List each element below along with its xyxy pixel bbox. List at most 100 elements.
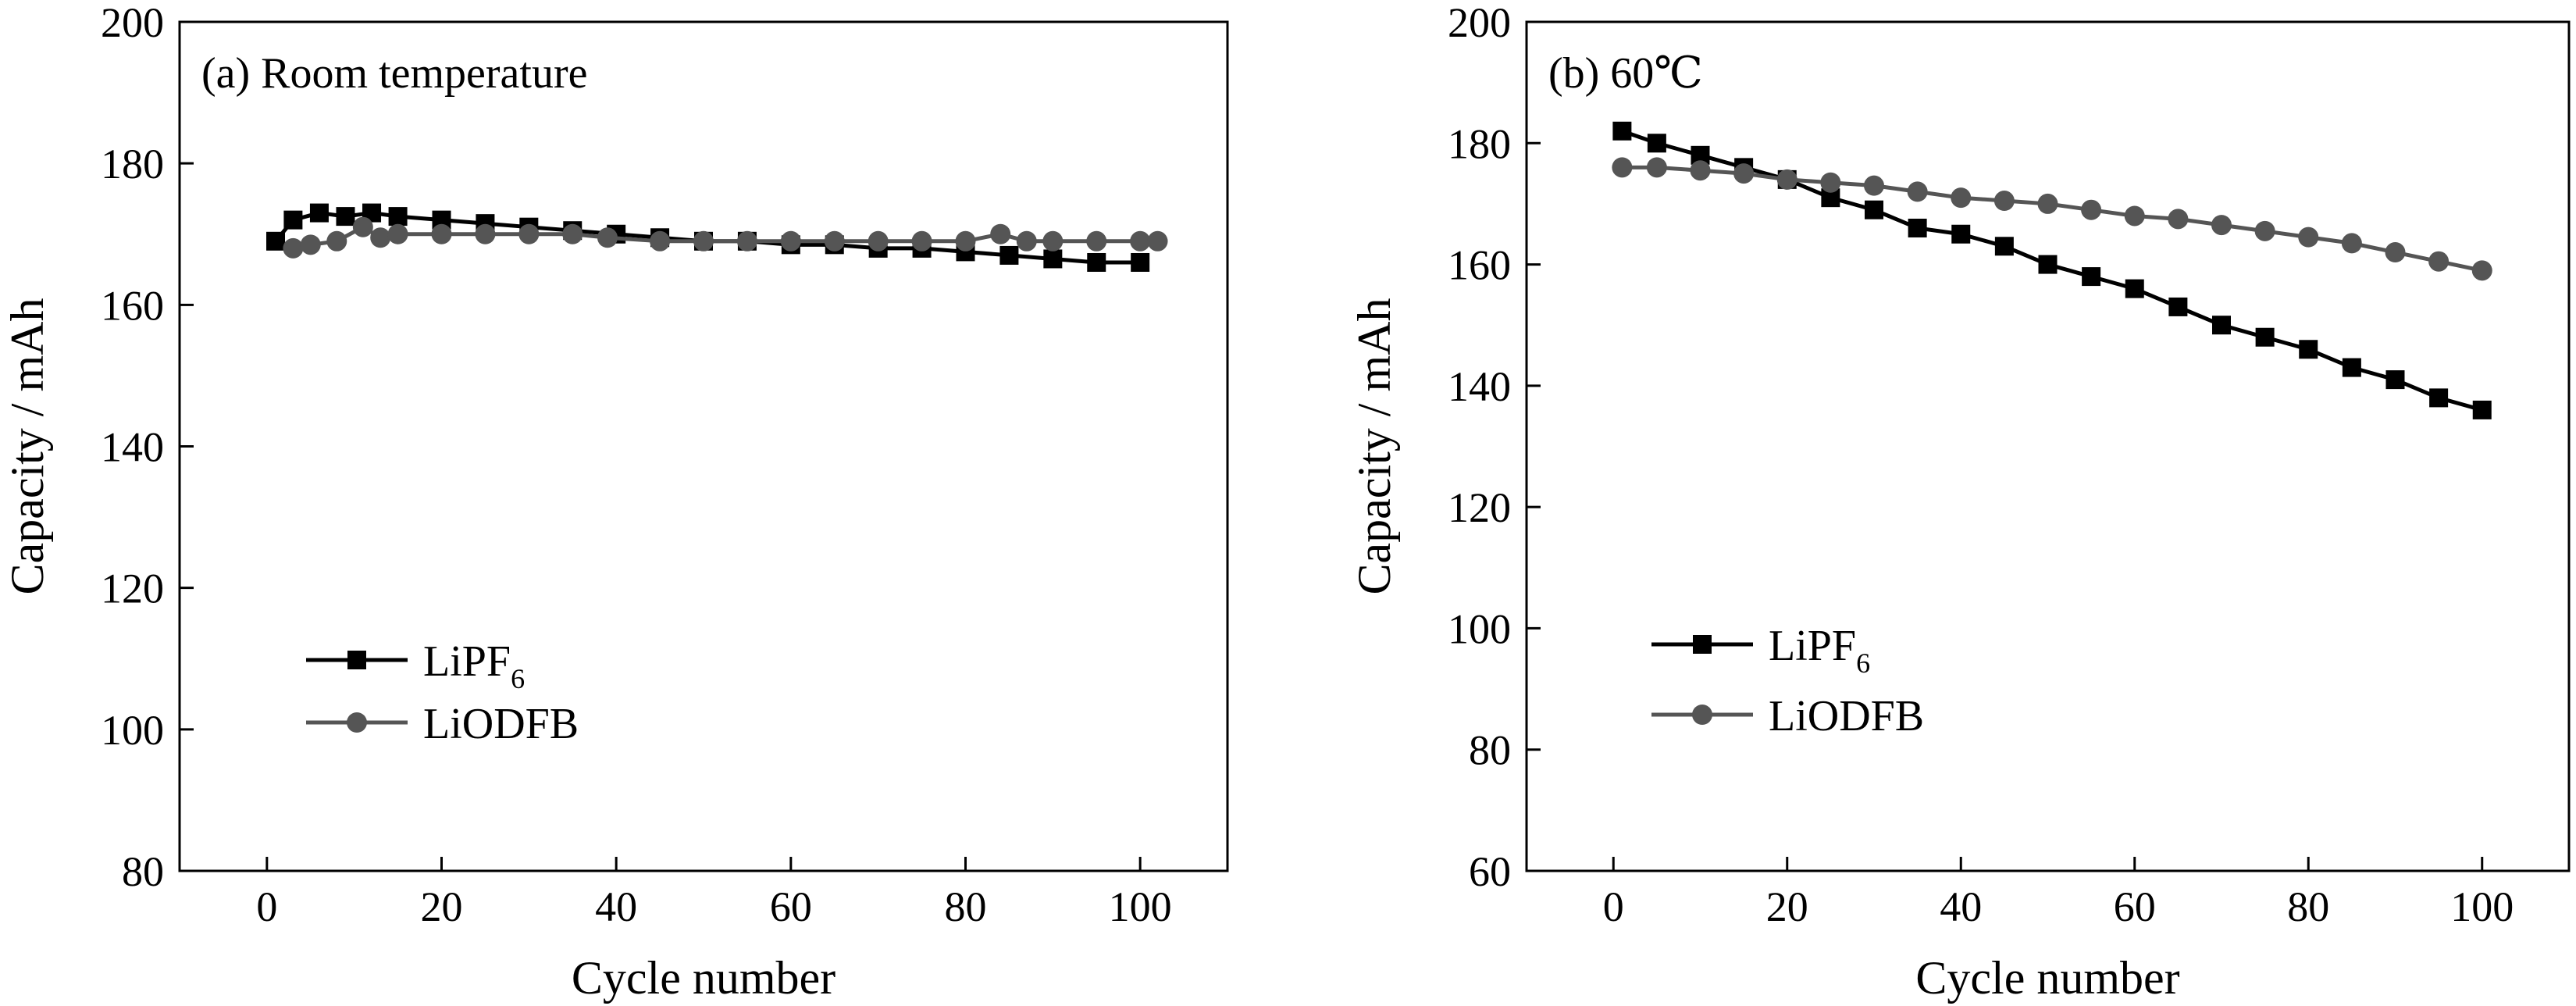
y-tick-label: 200 [1448, 0, 1511, 46]
y-tick-label: 160 [101, 282, 164, 329]
data-point-square [2429, 388, 2449, 408]
plot-frame [178, 20, 1229, 872]
data-point-square [2168, 297, 2188, 316]
y-tick-label: 120 [1448, 484, 1511, 531]
data-point-circle [1086, 230, 1107, 251]
y-tick-label: 80 [122, 848, 164, 895]
data-point-circle [955, 230, 976, 251]
data-point-square [2472, 400, 2492, 419]
data-point-square [1865, 200, 1883, 219]
data-point-circle [597, 227, 618, 248]
x-tick-label: 0 [1603, 883, 1624, 930]
data-point-circle [518, 223, 540, 244]
legend-marker-circle [1692, 705, 1712, 725]
data-point-circle [1690, 160, 1711, 181]
data-point-circle [352, 216, 373, 237]
series-liodfb [1612, 157, 2492, 281]
series-line [1622, 165, 2483, 273]
data-point-square [2212, 316, 2231, 335]
data-point-circle [2298, 227, 2319, 248]
legend-label: LiODFB [1769, 692, 1924, 740]
data-point-circle [1130, 230, 1151, 251]
x-tick-label: 0 [256, 883, 277, 930]
data-point-circle [911, 230, 932, 251]
data-point-circle [2428, 251, 2450, 272]
legend-marker-square [347, 651, 366, 669]
x-axis-title: Cycle number [1915, 952, 2179, 1004]
data-point-square [2038, 255, 2058, 274]
data-point-square [1951, 224, 1971, 244]
plot-frame [1525, 20, 2571, 872]
y-tick-label: 200 [101, 0, 164, 46]
x-tick-label: 40 [1940, 883, 1982, 930]
data-point-circle [780, 230, 801, 251]
panel-title: (a) Room temperature [201, 49, 587, 98]
legend-label: LiPF6 [1769, 622, 1870, 679]
data-point-square [1908, 218, 1927, 237]
data-point-square [388, 207, 408, 227]
data-point-square [2342, 358, 2361, 377]
x-tick-label: 80 [945, 883, 987, 930]
data-point-circle [650, 230, 671, 251]
data-point-circle [2037, 193, 2058, 214]
data-point-circle [2254, 220, 2275, 241]
x-tick-label: 100 [2450, 883, 2514, 930]
data-point-circle [300, 234, 321, 255]
data-point-square [2385, 370, 2405, 390]
data-point-circle [1042, 230, 1064, 251]
y-tick-label: 60 [1469, 848, 1511, 895]
x-tick-label: 20 [1766, 883, 1808, 930]
data-point-square [1612, 121, 1632, 141]
x-tick-label: 100 [1109, 883, 1172, 930]
data-point-circle [387, 223, 408, 244]
data-point-circle [1646, 157, 1667, 178]
data-point-circle [475, 223, 496, 244]
data-point-square [336, 207, 355, 227]
data-point-square [2255, 327, 2275, 347]
legend: LiPF6 LiODFB [1651, 622, 1924, 740]
data-point-circle [283, 237, 304, 259]
x-axis-title: Cycle number [572, 952, 836, 1004]
data-point-square [2082, 267, 2101, 287]
y-tick-label: 180 [1448, 120, 1511, 167]
y-tick-label: 120 [101, 565, 164, 612]
y-tick-label: 180 [101, 141, 164, 187]
data-point-circle [2168, 209, 2189, 230]
data-point-circle [1612, 157, 1633, 178]
data-point-square [266, 231, 286, 251]
x-tick-label: 60 [770, 883, 812, 930]
data-point-circle [370, 227, 391, 248]
data-point-circle [431, 223, 452, 244]
y-tick-label: 100 [1448, 605, 1511, 652]
y-tick-label: 140 [1448, 363, 1511, 410]
data-point-circle [2385, 242, 2406, 263]
data-point-square [1043, 249, 1063, 269]
data-point-square [283, 210, 303, 230]
y-tick-label: 80 [1469, 727, 1511, 774]
data-point-circle [693, 230, 714, 251]
legend-label: LiODFB [423, 700, 579, 748]
x-tick-label: 40 [595, 883, 637, 930]
y-tick-label: 100 [101, 707, 164, 754]
data-point-square [2299, 340, 2318, 359]
legend-marker-square [1693, 635, 1712, 654]
data-point-square [2125, 279, 2144, 298]
data-point-circle [562, 223, 583, 244]
data-point-square [1131, 252, 1150, 272]
y-tick-label: 160 [1448, 242, 1511, 289]
x-tick-label: 20 [421, 883, 463, 930]
data-point-circle [1016, 230, 1037, 251]
series-liodfb [283, 216, 1168, 259]
data-point-circle [2081, 199, 2102, 220]
data-point-circle [1733, 163, 1755, 184]
data-point-square [1647, 134, 1666, 153]
series-lipf6 [1612, 121, 2492, 419]
data-point-circle [1776, 169, 1797, 190]
data-point-circle [2124, 205, 2145, 227]
data-point-circle [1951, 187, 1972, 209]
data-point-square [1087, 252, 1106, 272]
legend-marker-circle [347, 712, 367, 733]
data-point-circle [2341, 233, 2362, 254]
x-tick-label: 80 [2287, 883, 2329, 930]
